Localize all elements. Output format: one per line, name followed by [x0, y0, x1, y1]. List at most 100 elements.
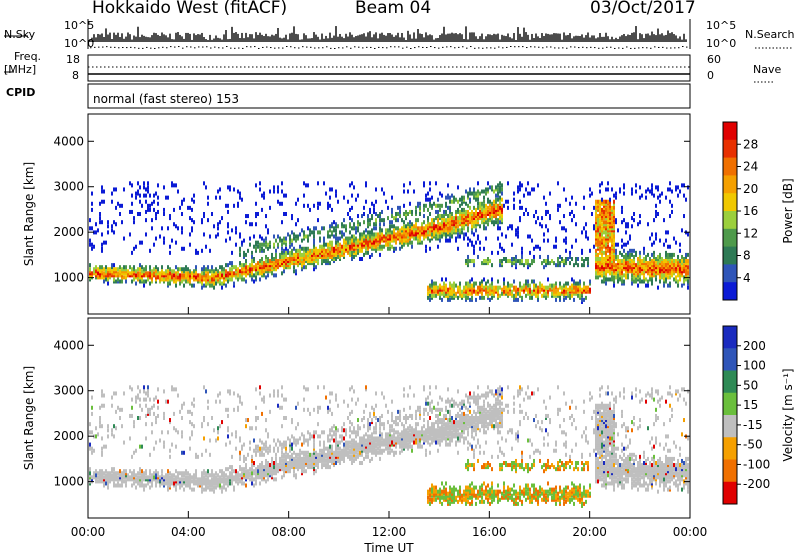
power-cell [439, 226, 441, 231]
velocity-cell [179, 409, 181, 414]
power-cell [453, 199, 455, 204]
power-cell [301, 228, 303, 233]
power-cell [543, 291, 545, 296]
power-cell [549, 287, 551, 292]
power-cell [623, 248, 625, 253]
power-cell [597, 242, 599, 247]
power-cell [461, 209, 463, 214]
power-cell [609, 252, 611, 257]
power-cell [603, 230, 605, 235]
velocity-cell [157, 387, 159, 392]
power-cell [555, 285, 557, 290]
velocity-cell [91, 411, 93, 416]
power-cell [315, 248, 317, 253]
power-cell [385, 242, 387, 247]
power-cell [319, 244, 321, 249]
velocity-cell [269, 409, 271, 414]
power-cell [431, 234, 433, 239]
power-cell [255, 212, 257, 216]
power-cell [227, 203, 229, 208]
power-cell [509, 291, 511, 296]
power-cell [343, 244, 345, 249]
velocity-cell [283, 442, 285, 447]
power-cell [687, 185, 689, 190]
power-cell [177, 277, 179, 282]
power-cell [583, 259, 585, 264]
power-cell [483, 209, 485, 214]
power-cell [489, 289, 491, 294]
power-cell [233, 187, 235, 192]
power-cell [453, 230, 455, 235]
power-cell [537, 297, 539, 302]
power-cell [465, 222, 467, 227]
velocity-cell [227, 413, 229, 418]
power-cell [399, 228, 401, 233]
velocity-cell [91, 450, 93, 455]
power-cell [645, 261, 647, 266]
power-cell [445, 285, 447, 290]
power-cell [367, 240, 369, 245]
power-cell [657, 267, 659, 272]
power-cell [613, 259, 615, 264]
power-cell [121, 220, 123, 225]
power-cell [89, 242, 91, 247]
power-cell [601, 257, 603, 261]
power-cell [195, 275, 197, 280]
power-cell [355, 226, 357, 231]
power-cell [655, 209, 657, 214]
power-cell [671, 267, 673, 272]
power-cell [187, 271, 189, 276]
power-cell [275, 238, 277, 243]
power-cell [455, 197, 457, 202]
velocity-cell [243, 454, 245, 459]
velocity-cell [263, 467, 265, 472]
power-cell [251, 271, 253, 276]
nsearch-point [346, 46, 348, 48]
power-cell [251, 254, 253, 259]
power-cell [261, 207, 263, 212]
power-cell [389, 238, 391, 243]
power-cell [315, 265, 317, 270]
power-cell [493, 189, 495, 194]
power-cell [631, 187, 633, 192]
power-cell [443, 293, 445, 298]
velocity-cell [187, 483, 189, 488]
power-cell [429, 224, 431, 229]
power-cell [477, 214, 479, 219]
power-cell [235, 242, 237, 247]
power-cell [571, 244, 573, 249]
velocity-cell [241, 471, 243, 476]
power-cell [333, 248, 335, 253]
power-cell [279, 252, 281, 257]
power-cell [91, 242, 93, 247]
power-cell [295, 201, 297, 206]
power-cell [605, 236, 607, 241]
power-cell [297, 248, 299, 253]
velocity-cell [163, 440, 165, 445]
power-cell [373, 207, 375, 212]
power-cell [483, 277, 485, 282]
power-cell [475, 218, 477, 223]
power-cell [451, 218, 453, 223]
power-cell [563, 283, 565, 288]
power-cell [265, 263, 267, 268]
power-cell [623, 242, 625, 247]
power-cell [365, 242, 367, 247]
power-cell [567, 287, 569, 292]
power-cell [133, 246, 135, 251]
power-cell [617, 277, 619, 282]
velocity-cell [157, 471, 159, 476]
power-cell [233, 271, 235, 276]
power-cell [393, 234, 395, 239]
power-cell [93, 244, 95, 249]
power-cell [665, 269, 667, 274]
nsky-label: N.Sky [4, 28, 36, 41]
power-cell [459, 216, 461, 221]
power-cell [539, 254, 541, 259]
power-cell [179, 273, 181, 278]
power-cell [545, 261, 547, 266]
power-cell [507, 199, 509, 204]
power-cell [519, 283, 521, 288]
power-cell [533, 283, 535, 288]
power-cell [589, 279, 591, 284]
